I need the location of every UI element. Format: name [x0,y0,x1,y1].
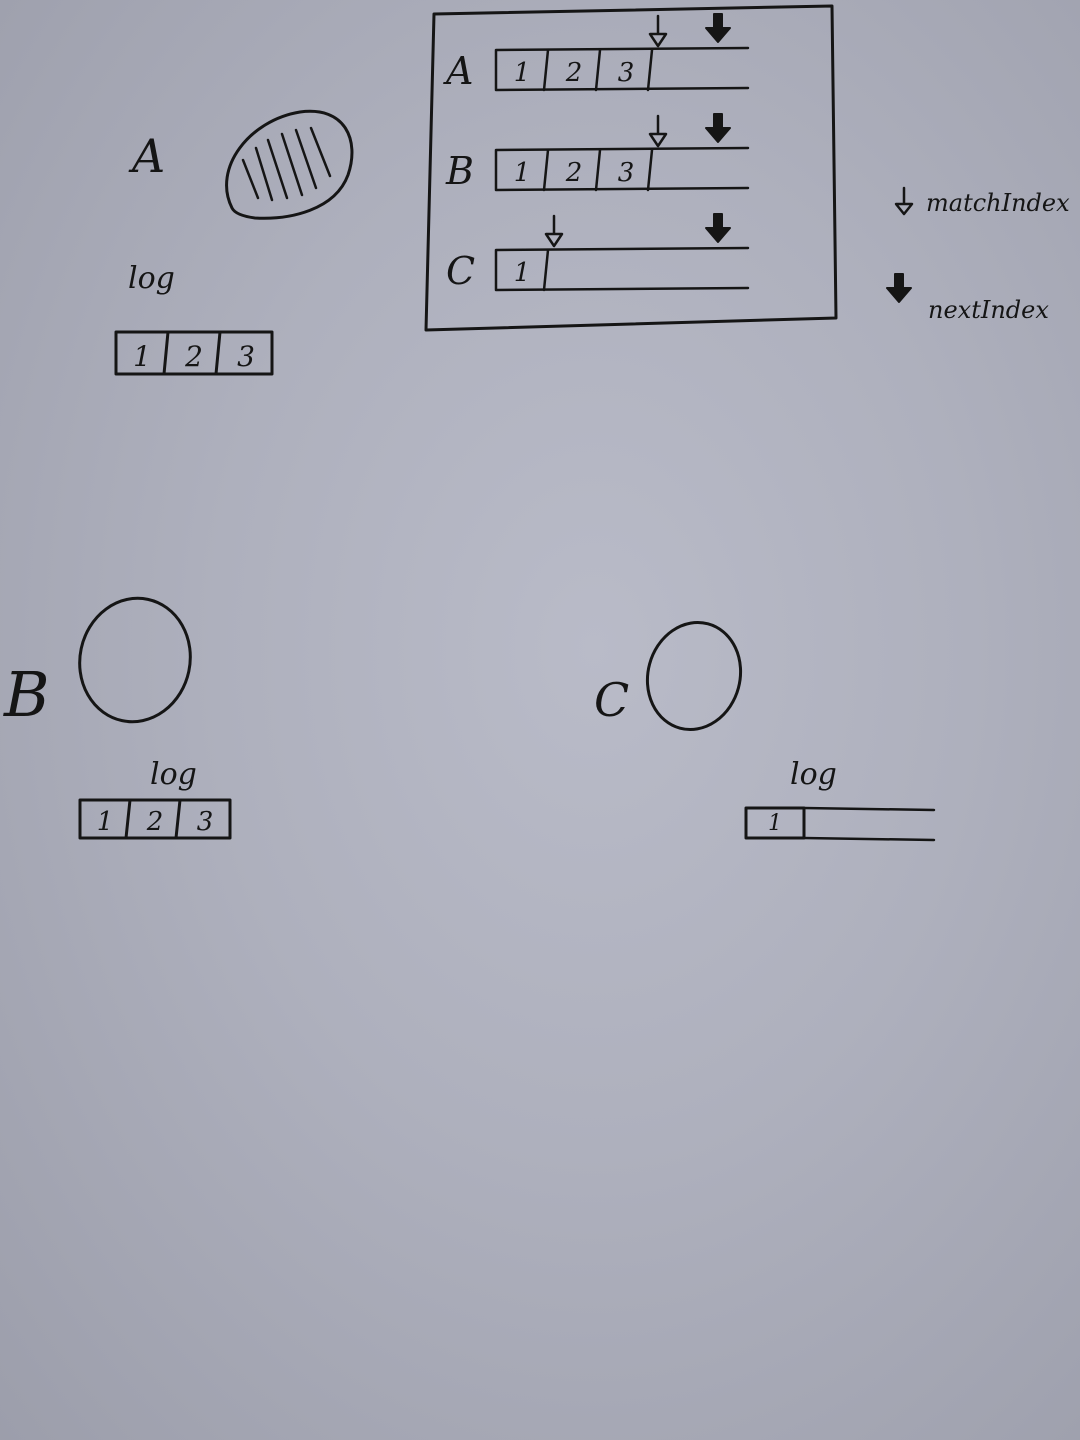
row-divider [542,148,550,192]
row-entry: 1 [514,258,531,288]
legend-match-index-label: matchIndex [926,189,1070,217]
row-entry: 3 [618,158,635,188]
row-divider [542,48,550,92]
row-label: B [445,149,474,193]
legend-match-index: matchIndex [894,186,1070,217]
log-entry: 1 [133,340,151,373]
row-divider [542,248,550,292]
log-frame [114,330,274,376]
row-entry: 2 [565,158,583,188]
node-c-log-label: log [790,757,837,792]
hollow-arrow-icon [894,186,914,216]
leader-state-row-a: A 1 2 3 [443,13,750,93]
log-frame [78,798,232,840]
row-entry: 1 [514,158,531,188]
node-c-circle [645,620,743,732]
node-b-log-label: log [150,757,197,792]
next-index-arrow [705,113,731,143]
solid-arrow-icon [886,273,912,303]
log-entry: 3 [197,807,214,837]
row-entry: 3 [618,58,635,88]
legend: matchIndex nextIndex [886,186,1070,324]
node-c: C log 1 [594,620,936,842]
node-a-log-label: log [128,261,175,296]
node-c-label: C [594,673,629,727]
row-divider [646,148,654,192]
row-label: C [446,249,475,293]
log-entry: 2 [184,340,203,373]
log-entry: 1 [97,807,114,837]
row-log-rails [494,246,750,292]
legend-next-index: nextIndex [886,273,1049,324]
row-divider [594,48,602,92]
log-open-end [802,806,936,842]
node-a-circle [225,109,354,220]
next-index-arrow [705,213,731,243]
log-entry: 1 [768,811,782,836]
log-divider [162,330,170,376]
row-log-rails [494,146,750,192]
match-index-arrow [648,14,668,48]
log-divider [124,798,132,840]
row-entry: 2 [565,58,583,88]
log-divider [214,330,222,376]
leader-state-box: A 1 2 3B 1 2 3C 1 [424,4,838,332]
log-frame [744,806,806,840]
match-index-arrow [544,214,564,248]
node-c-log: 1 [744,806,936,842]
row-entry: 1 [514,58,531,88]
leader-state-row-b: B 1 2 3 [445,113,750,193]
next-index-arrow [705,13,731,43]
node-b-circle [78,596,192,724]
log-divider [174,798,182,840]
log-entry: 3 [237,340,255,373]
row-log-rails [494,46,750,92]
node-b-log: 1 2 3 [78,798,232,840]
leader-state-frame [424,4,838,332]
row-label: A [443,49,473,93]
log-entry: 2 [146,807,164,837]
match-index-arrow [648,114,668,148]
row-divider [646,48,654,92]
row-divider [594,148,602,192]
legend-next-index-label: nextIndex [928,296,1049,324]
node-b: B log 1 2 3 [3,596,232,840]
node-b-label: B [3,658,50,731]
node-a-label: A [128,129,165,183]
leader-state-rows: A 1 2 3B 1 2 3C 1 [443,13,750,293]
